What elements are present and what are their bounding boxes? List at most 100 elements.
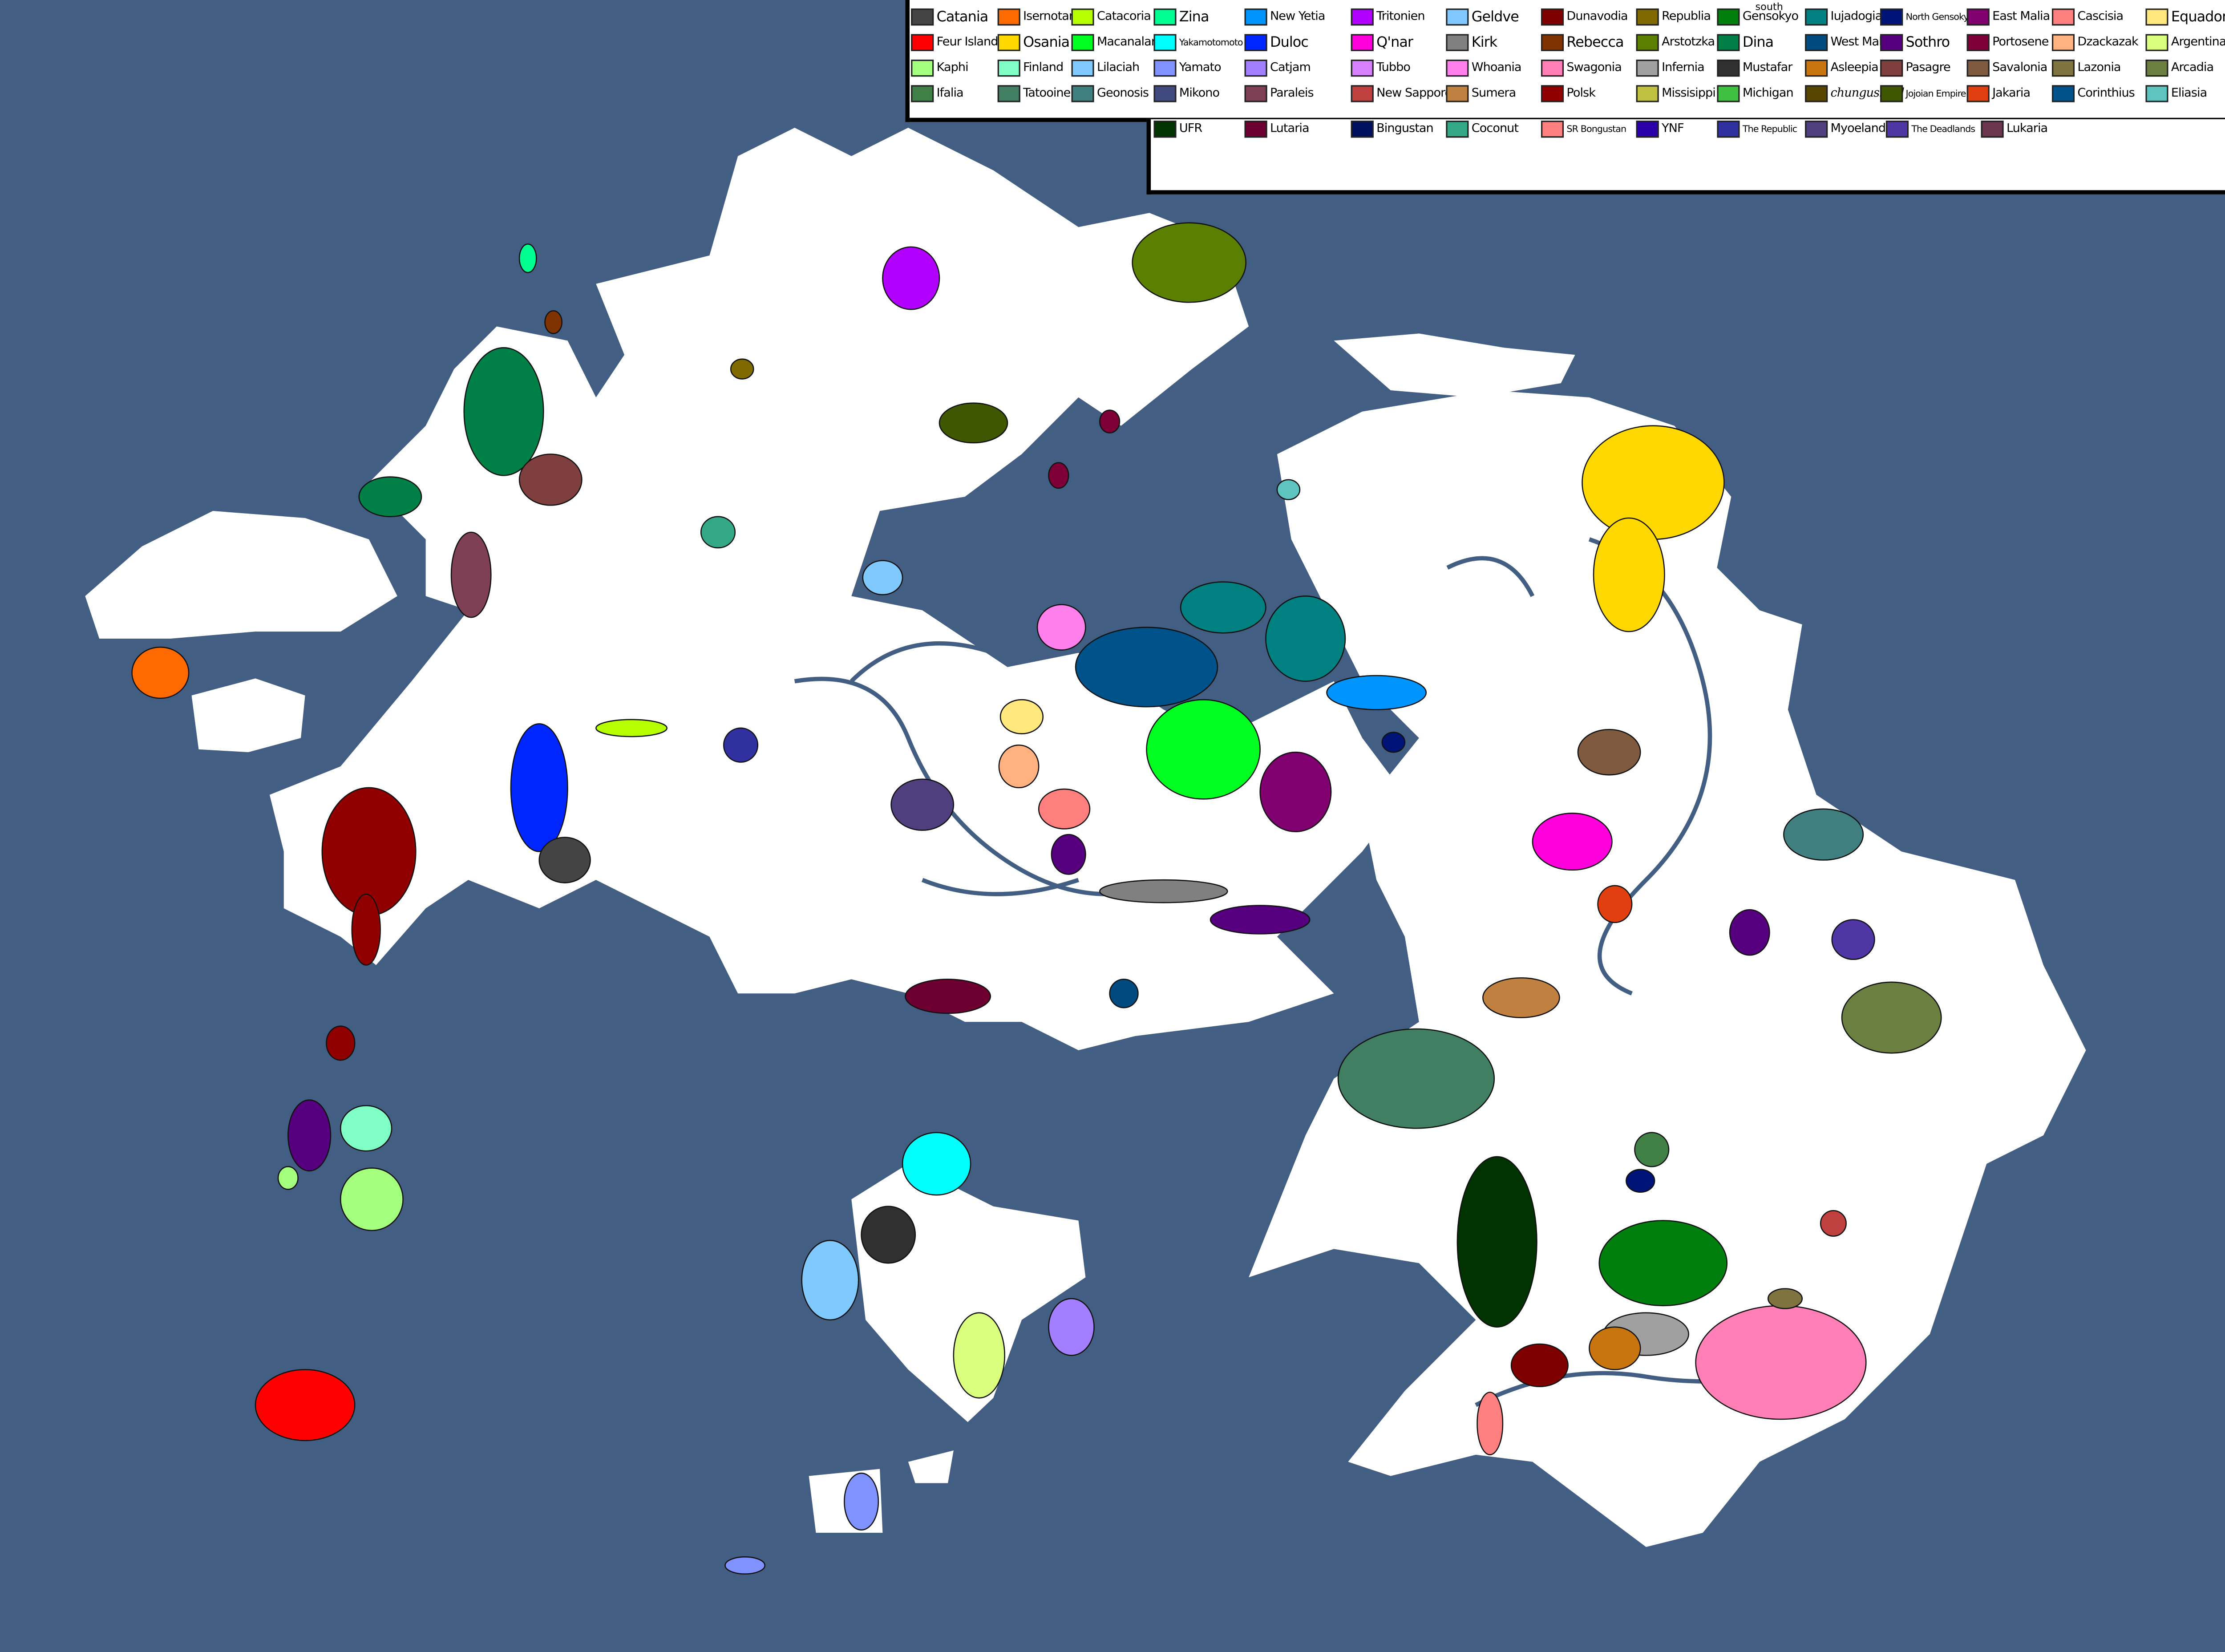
legend-swatch <box>1153 59 1177 77</box>
territory-the-republic[interactable] <box>723 727 759 763</box>
territory-lazonia[interactable] <box>1767 1288 1803 1309</box>
territory-yakamotomoto[interactable] <box>902 1132 971 1196</box>
territory-gensokyo[interactable] <box>1598 1220 1728 1307</box>
territory-tatooine[interactable] <box>1337 1028 1495 1129</box>
territory-kaphi[interactable] <box>340 1167 404 1231</box>
territory-q-nar[interactable] <box>1532 813 1613 871</box>
territory-the-deadlands[interactable] <box>1831 919 1875 960</box>
legend-label: Asleepia <box>1830 61 1879 76</box>
legend-swatch <box>911 8 934 26</box>
legend-swatch <box>1981 121 2004 138</box>
territory-tritonien[interactable] <box>882 246 940 310</box>
territory-dina[interactable] <box>463 347 544 476</box>
territory-dzackazak[interactable] <box>998 744 1040 789</box>
territory-isernotaria[interactable] <box>131 646 190 699</box>
territory-sothro[interactable] <box>1051 834 1086 875</box>
territory-catjam[interactable] <box>1048 1298 1095 1356</box>
territory-jakaria[interactable] <box>1597 885 1633 923</box>
territory-lilaciah[interactable] <box>862 560 903 595</box>
territory-republia[interactable] <box>730 358 754 380</box>
territory-swagonia[interactable] <box>1695 1305 1867 1420</box>
territory-osania[interactable] <box>1582 425 1725 540</box>
territory-savalonia[interactable] <box>1577 729 1641 776</box>
legend-entry: Lilaciah <box>1071 59 1140 77</box>
territory-ufr[interactable] <box>1456 1156 1537 1328</box>
territory-lilaciah[interactable] <box>801 1239 859 1321</box>
territory-paraleis[interactable] <box>450 531 492 618</box>
legend-entry: Jojoian Empire <box>1880 85 1966 102</box>
territory-osania[interactable] <box>1593 517 1665 632</box>
territory-dina[interactable] <box>358 476 422 518</box>
legend-swatch <box>1717 85 1740 102</box>
legend-entry: Gensokyo <box>1717 8 1799 26</box>
legend-label: Gensokyo <box>1742 10 1799 24</box>
legend-label: Q'nar <box>1376 35 1413 51</box>
territory-catania[interactable] <box>538 837 591 883</box>
territory-feur-island[interactable] <box>255 1369 356 1441</box>
legend-label: Tritonien <box>1376 10 1425 24</box>
territory-sothro[interactable] <box>1729 909 1770 956</box>
territory-new-yetia[interactable] <box>1326 675 1427 710</box>
territory-polsk[interactable] <box>326 1025 356 1061</box>
territory-coconut[interactable] <box>700 516 736 549</box>
territory-geonosis[interactable] <box>1783 808 1864 861</box>
legend-swatch <box>1446 59 1469 77</box>
territory-polsk[interactable] <box>351 893 381 966</box>
legend-entry: Yamato <box>1153 59 1222 77</box>
legend-entry: Feur Island <box>911 34 998 51</box>
territory-kaphi[interactable] <box>277 1166 299 1190</box>
territory-macanaland[interactable] <box>1146 699 1261 800</box>
territory-cascisia[interactable] <box>1038 788 1091 830</box>
territory-portosene[interactable] <box>1099 409 1121 433</box>
legend-swatch <box>1244 85 1267 102</box>
territory-jojoian-empire[interactable] <box>939 402 1008 444</box>
territory-yamato[interactable] <box>724 1556 766 1575</box>
territory-eliasia[interactable] <box>1276 479 1301 500</box>
territory-new-sapporo[interactable] <box>1820 1210 1847 1237</box>
legend-label: Cascisia <box>2077 10 2124 24</box>
territory-myoeland[interactable] <box>890 778 955 831</box>
territory-portosene[interactable] <box>1048 462 1069 489</box>
legend-swatch <box>1880 59 1903 77</box>
territory-west-malia[interactable] <box>1109 979 1139 1008</box>
territory-iujadogia[interactable] <box>1180 581 1266 634</box>
territory-east-malia[interactable] <box>1259 751 1332 833</box>
territory-yamato[interactable] <box>844 1472 879 1531</box>
territory-dunavodia[interactable] <box>1510 1343 1569 1387</box>
landmass <box>1334 333 1575 397</box>
legend-entry: Lukaria <box>1981 121 2048 138</box>
territory-north-gensokyo[interactable] <box>1381 732 1406 753</box>
territory-iujadogia[interactable] <box>1265 595 1346 682</box>
territory-corinthius[interactable] <box>1075 627 1218 708</box>
territory-sumera[interactable] <box>1482 977 1560 1018</box>
territory-sr-bongustan[interactable] <box>1477 1392 1504 1456</box>
territory-whoania[interactable] <box>1036 604 1086 651</box>
legend-swatch <box>1966 8 1990 26</box>
territory-arstotzka[interactable] <box>1132 222 1247 303</box>
territory-pasagre[interactable] <box>518 453 583 506</box>
legend-label: Michigan <box>1742 86 1794 101</box>
territory-asleepia[interactable] <box>1589 1326 1641 1370</box>
legend-swatch <box>1351 59 1374 77</box>
territory-north-gensokyo[interactable] <box>1626 1169 1655 1193</box>
territory-argentina[interactable] <box>953 1312 1005 1399</box>
territory-equador[interactable] <box>999 699 1044 734</box>
territory-finland[interactable] <box>340 1105 392 1152</box>
territory-ifalia[interactable] <box>1634 1132 1670 1167</box>
legend-entry: Geldve <box>1446 8 1519 26</box>
territory-catacoria[interactable] <box>595 719 668 737</box>
legend-entry: Missisippi <box>1636 85 1716 102</box>
territory-arcadia[interactable] <box>1841 981 1942 1054</box>
legend-label: SR Bongustan <box>1566 123 1626 135</box>
territory-lutaria[interactable] <box>905 979 991 1014</box>
territory-sothro[interactable] <box>1210 905 1311 935</box>
territory-duloc[interactable] <box>510 723 568 852</box>
territory-mustafar[interactable] <box>861 1206 916 1264</box>
legend-label: Infernia <box>1662 61 1705 76</box>
territory-sothro[interactable] <box>287 1099 332 1172</box>
territory-rebecca[interactable] <box>544 310 563 334</box>
legend-swatch <box>1351 34 1374 51</box>
territory-kirk[interactable] <box>1099 879 1228 903</box>
territory-zina[interactable] <box>518 243 537 273</box>
